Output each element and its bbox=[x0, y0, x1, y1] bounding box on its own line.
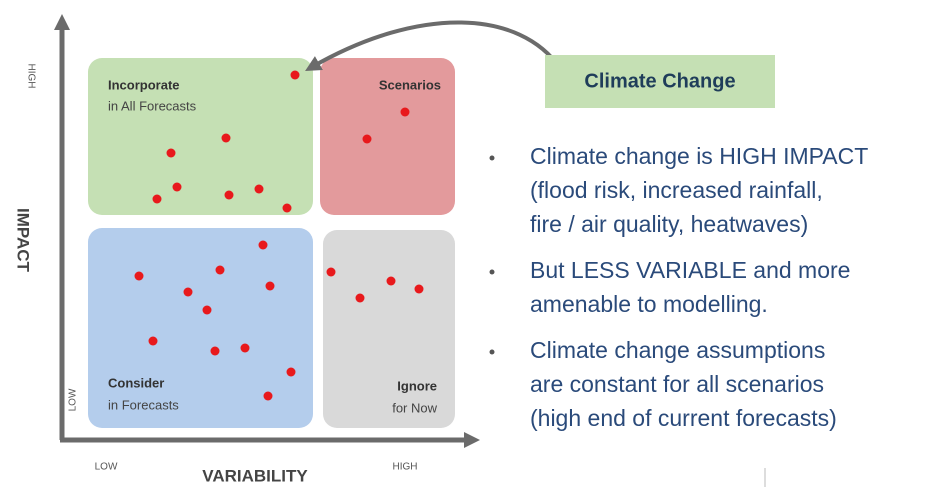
bullet-line: Climate change is HIGH IMPACT bbox=[530, 143, 868, 169]
dots bbox=[134, 70, 424, 401]
y-low: LOW bbox=[68, 388, 79, 411]
x-label: VARIABILITY bbox=[202, 466, 308, 485]
callout-box bbox=[545, 55, 775, 108]
bullet-line: (high end of current forecasts) bbox=[530, 405, 837, 431]
x-high: HIGH bbox=[393, 462, 418, 473]
y-high: HIGH bbox=[25, 64, 36, 89]
quadrant-ignore bbox=[323, 230, 455, 428]
quadrant-title: Incorporate bbox=[108, 77, 180, 92]
quadrant-title: Ignore bbox=[397, 378, 437, 393]
quadrant-title: Scenarios bbox=[379, 77, 441, 92]
quadrant-subtitle: in Forecasts bbox=[108, 397, 179, 412]
bullet-line: But LESS VARIABLE and more bbox=[530, 257, 850, 283]
bullet-dot bbox=[489, 349, 495, 355]
quadrant-scenarios bbox=[320, 58, 455, 215]
x-low: LOW bbox=[95, 462, 118, 473]
bullet-dot bbox=[489, 155, 495, 161]
bullet-dot bbox=[489, 269, 495, 275]
y-label: IMPACT bbox=[14, 208, 33, 273]
quadrant-title: Consider bbox=[108, 375, 164, 390]
bullet-line: amenable to modelling. bbox=[530, 291, 768, 317]
quadrant-subtitle: in All Forecasts bbox=[108, 98, 197, 113]
bullet-list: Climate change is HIGH IMPACT (flood risk… bbox=[489, 143, 868, 431]
callout-arrow bbox=[305, 20, 562, 71]
bullet-line: are constant for all scenarios bbox=[530, 371, 824, 397]
bullet-line: Climate change assumptions bbox=[530, 337, 825, 363]
quadrant-subtitle: for Now bbox=[392, 400, 437, 415]
callout-text: Climate Change bbox=[584, 70, 735, 92]
quadrant-consider bbox=[88, 228, 313, 428]
bullet-line: (flood risk, increased rainfall, bbox=[530, 177, 823, 203]
bullet-line: fire / air quality, heatwaves) bbox=[530, 211, 808, 237]
quadrant-incorporate bbox=[88, 58, 313, 215]
